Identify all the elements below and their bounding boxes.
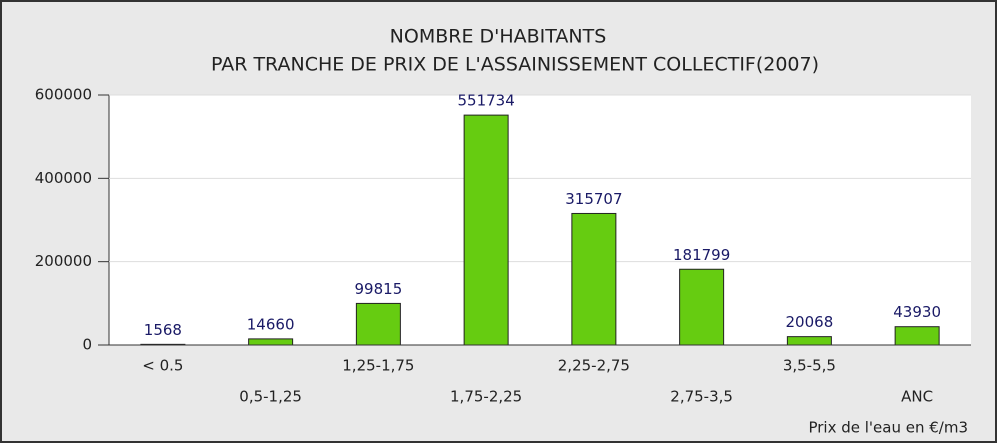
bar xyxy=(894,326,940,346)
value-label: 20068 xyxy=(786,313,834,331)
chart-title: NOMBRE D'HABITANTS xyxy=(390,26,607,48)
value-label: 14660 xyxy=(247,315,295,333)
y-tick-label: 600000 xyxy=(35,86,92,104)
y-tick-label: 200000 xyxy=(35,252,92,270)
bar xyxy=(679,268,725,346)
value-label: 181799 xyxy=(673,246,730,264)
value-label: 551734 xyxy=(457,92,514,110)
x-tick-label: 2,25-2,75 xyxy=(558,357,630,375)
x-tick-label: 0,5-1,25 xyxy=(239,388,302,406)
bar xyxy=(463,114,509,346)
bar xyxy=(571,212,617,346)
chart-subtitle: PAR TRANCHE DE PRIX DE L'ASSAINISSEMENT … xyxy=(211,54,819,76)
x-tick-label: < 0.5 xyxy=(142,357,183,375)
x-axis-label: Prix de l'eau en €/m3 xyxy=(808,419,968,437)
y-tick-label: 0 xyxy=(82,336,92,354)
x-tick-label: 1,75-2,25 xyxy=(450,388,522,406)
bar xyxy=(786,336,832,346)
x-tick-label: ANC xyxy=(901,388,933,406)
x-tick-label: 3,5-5,5 xyxy=(783,357,836,375)
plot-area xyxy=(109,95,971,345)
value-label: 43930 xyxy=(893,303,941,321)
value-label: 315707 xyxy=(565,190,622,208)
value-label: 1568 xyxy=(144,321,182,339)
bar xyxy=(355,302,401,346)
y-tick-label: 400000 xyxy=(35,169,92,187)
x-tick-label: 1,25-1,75 xyxy=(342,357,414,375)
x-tick-label: 2,75-3,5 xyxy=(670,388,733,406)
bar xyxy=(248,338,294,346)
value-label: 99815 xyxy=(355,280,403,298)
